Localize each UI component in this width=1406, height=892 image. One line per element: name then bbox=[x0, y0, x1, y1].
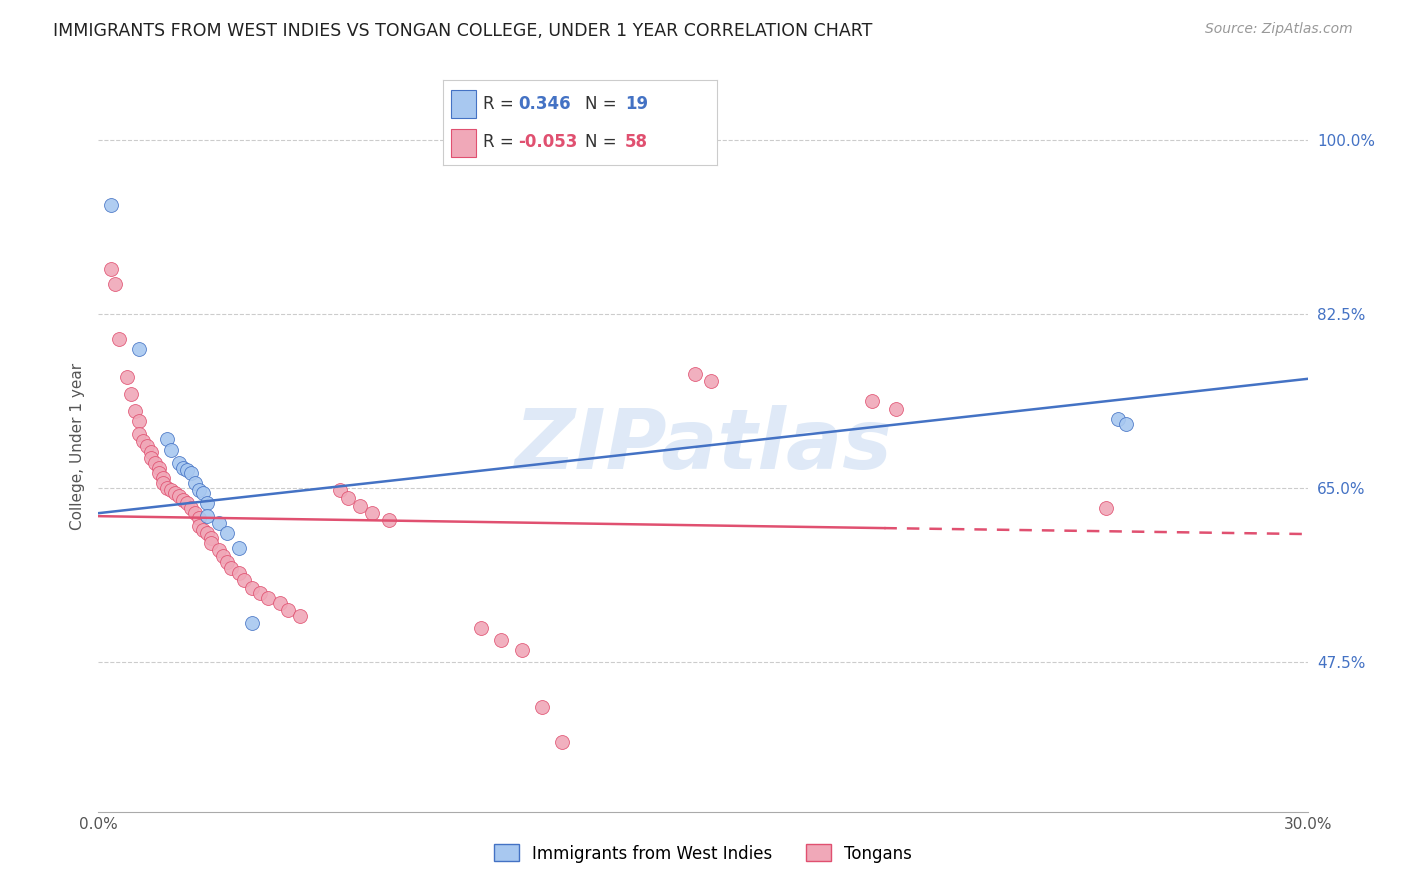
Point bbox=[180, 501, 202, 516]
Text: R =: R = bbox=[482, 95, 519, 112]
Point bbox=[188, 483, 211, 498]
Point bbox=[1115, 417, 1137, 431]
Point bbox=[143, 457, 166, 471]
Point bbox=[288, 608, 311, 623]
Point bbox=[135, 440, 157, 454]
Point bbox=[188, 511, 211, 525]
Point bbox=[156, 432, 179, 446]
Text: IMMIGRANTS FROM WEST INDIES VS TONGAN COLLEGE, UNDER 1 YEAR CORRELATION CHART: IMMIGRANTS FROM WEST INDIES VS TONGAN CO… bbox=[53, 22, 873, 40]
Point bbox=[361, 506, 384, 520]
Text: ZIPatlas: ZIPatlas bbox=[515, 406, 891, 486]
Bar bbox=[451, 128, 475, 157]
Point bbox=[152, 471, 174, 485]
Point bbox=[212, 549, 235, 563]
Point bbox=[172, 493, 194, 508]
Point bbox=[193, 486, 215, 500]
Text: R =: R = bbox=[482, 133, 519, 151]
Point bbox=[700, 374, 723, 388]
Text: N =: N = bbox=[585, 133, 623, 151]
Point bbox=[249, 586, 271, 600]
Point bbox=[184, 476, 207, 491]
Point bbox=[100, 197, 122, 211]
Point bbox=[208, 543, 231, 558]
Point bbox=[176, 463, 198, 477]
Point bbox=[193, 523, 215, 537]
Point bbox=[167, 489, 190, 503]
Point bbox=[232, 573, 254, 587]
Point bbox=[195, 496, 218, 510]
Point bbox=[152, 476, 174, 491]
Bar bbox=[451, 89, 475, 118]
Point bbox=[148, 467, 170, 481]
Point bbox=[120, 386, 142, 401]
Point bbox=[551, 735, 574, 749]
Point bbox=[377, 513, 399, 527]
Point bbox=[337, 491, 360, 506]
Point bbox=[139, 451, 162, 466]
Point bbox=[269, 596, 291, 610]
Text: 19: 19 bbox=[626, 95, 648, 112]
Point bbox=[163, 486, 186, 500]
Point bbox=[221, 561, 243, 575]
Y-axis label: College, Under 1 year: College, Under 1 year bbox=[69, 362, 84, 530]
Point bbox=[103, 277, 125, 292]
Point bbox=[115, 369, 138, 384]
Point bbox=[195, 509, 218, 524]
Point bbox=[128, 342, 150, 356]
Point bbox=[240, 581, 263, 595]
Point bbox=[240, 615, 263, 630]
Point bbox=[180, 467, 202, 481]
Point bbox=[132, 434, 155, 448]
Point bbox=[100, 262, 122, 277]
Point bbox=[228, 566, 250, 580]
Point bbox=[683, 367, 706, 381]
Point bbox=[167, 457, 190, 471]
Point bbox=[148, 461, 170, 475]
Point bbox=[160, 443, 183, 458]
Text: 58: 58 bbox=[626, 133, 648, 151]
Point bbox=[200, 531, 222, 545]
Point bbox=[128, 414, 150, 428]
Point bbox=[510, 642, 533, 657]
Point bbox=[1095, 501, 1118, 516]
Point bbox=[107, 332, 129, 346]
Point bbox=[200, 536, 222, 550]
Point bbox=[195, 526, 218, 541]
Point bbox=[172, 461, 194, 475]
Point bbox=[886, 401, 908, 416]
Point bbox=[128, 426, 150, 441]
Point bbox=[329, 483, 352, 498]
Point bbox=[208, 516, 231, 530]
Point bbox=[228, 541, 250, 555]
Text: Source: ZipAtlas.com: Source: ZipAtlas.com bbox=[1205, 22, 1353, 37]
Point bbox=[277, 603, 299, 617]
Text: -0.053: -0.053 bbox=[519, 133, 578, 151]
Point bbox=[491, 632, 513, 647]
Point bbox=[176, 496, 198, 510]
Point bbox=[1107, 411, 1129, 425]
Legend: Immigrants from West Indies, Tongans: Immigrants from West Indies, Tongans bbox=[488, 838, 918, 869]
Point bbox=[139, 445, 162, 459]
Point bbox=[188, 519, 211, 533]
Point bbox=[530, 700, 553, 714]
Point bbox=[860, 393, 883, 408]
Point bbox=[217, 555, 239, 569]
Point bbox=[349, 499, 371, 513]
Text: 0.346: 0.346 bbox=[519, 95, 571, 112]
Text: N =: N = bbox=[585, 95, 623, 112]
Point bbox=[184, 506, 207, 520]
Point bbox=[256, 591, 278, 605]
Point bbox=[217, 526, 239, 541]
Point bbox=[156, 481, 179, 495]
Point bbox=[470, 621, 492, 635]
Point bbox=[124, 403, 146, 417]
Point bbox=[160, 483, 183, 498]
